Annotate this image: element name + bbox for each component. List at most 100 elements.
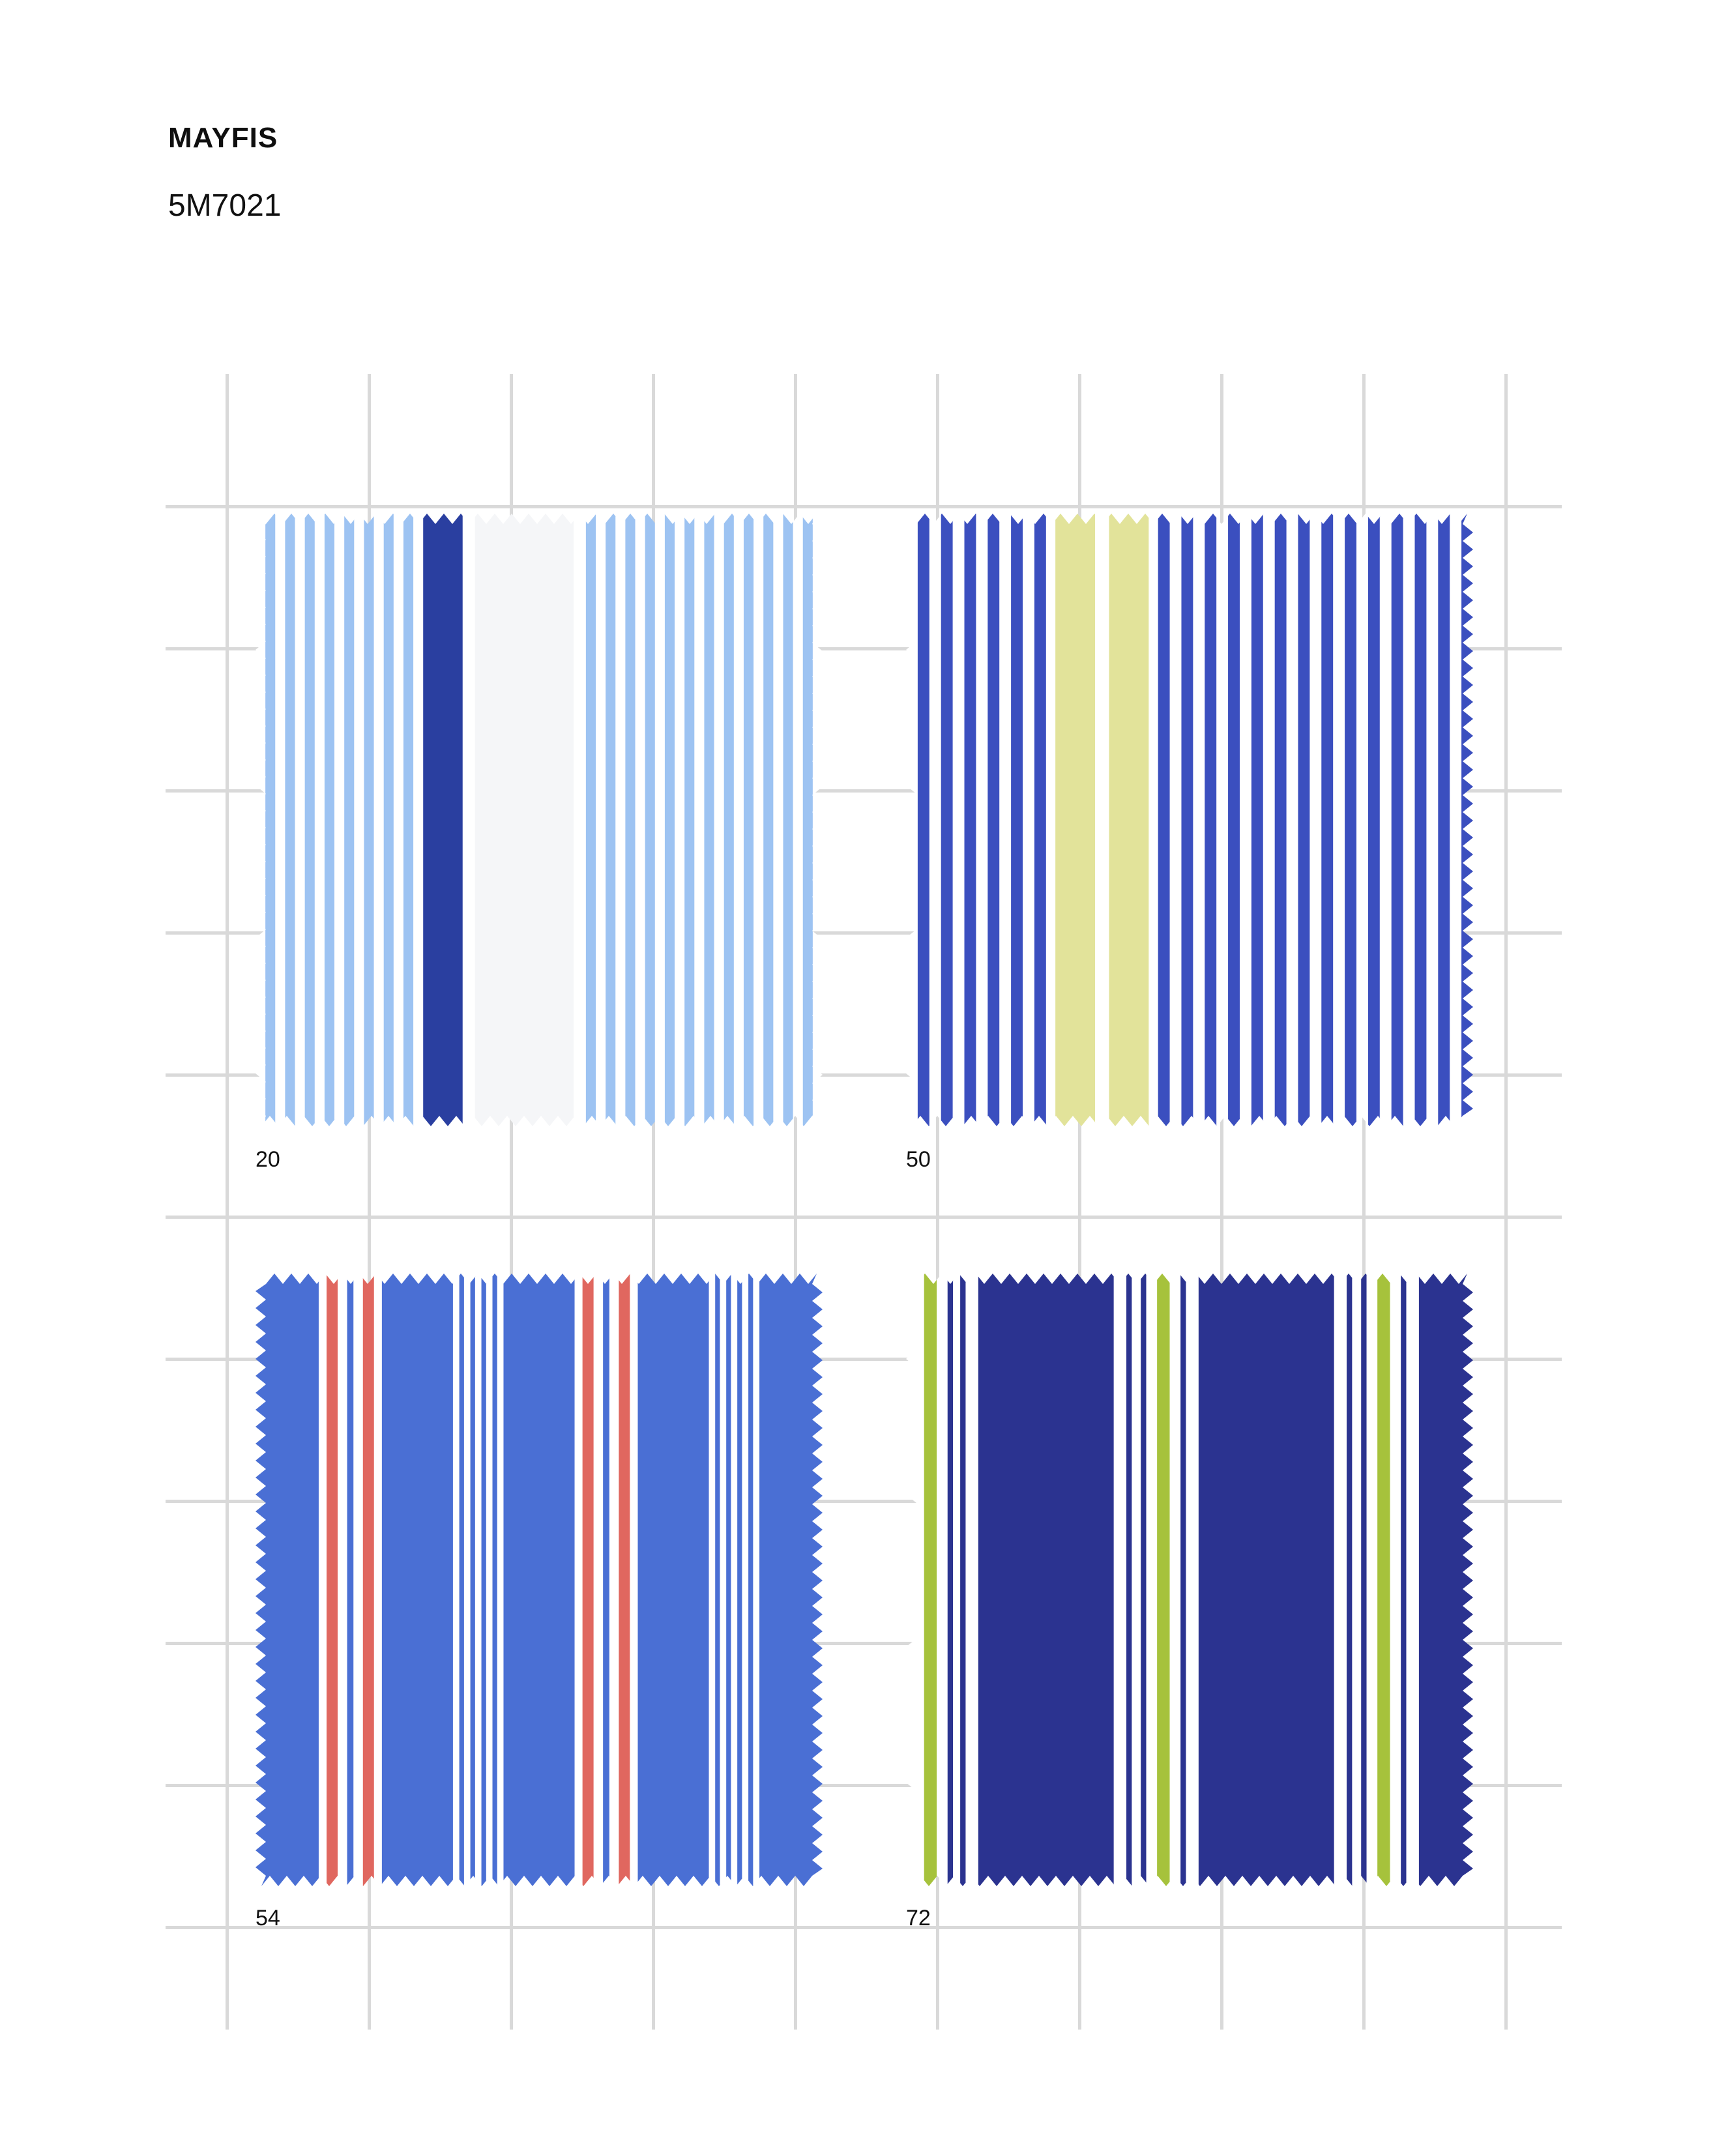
stripe [393,514,404,1126]
stripe [304,514,315,1126]
stripe [924,1274,937,1886]
collection-title: MAYFIS [168,122,278,154]
grid-line [1504,374,1508,2030]
stripe [964,514,977,1126]
stripe [582,1274,594,1886]
stripe [585,514,596,1126]
stripe [1158,514,1171,1126]
stripe [1132,1274,1141,1886]
stripe [615,514,626,1126]
grid-line [166,1216,1562,1219]
fabric-swatch-20[interactable] [256,514,823,1126]
article-code: 5M7021 [168,188,282,223]
stripe [999,514,1012,1126]
stripe [1034,514,1047,1126]
stripe [630,1274,639,1886]
stripe [953,1274,961,1886]
stripe [1011,514,1023,1126]
stripe [1148,514,1159,1126]
fabric-swatch-50[interactable] [906,514,1473,1126]
stripe [603,1274,610,1886]
stripe [987,514,1000,1126]
stripe [1169,1274,1181,1886]
stripe [802,514,813,1126]
fabric-swatch-72[interactable] [906,1274,1473,1886]
stripe [327,1274,338,1886]
stripe [497,1274,505,1886]
stripe [1109,514,1149,1126]
stripe [1274,514,1287,1126]
stripe [470,1274,476,1886]
stripe [1046,514,1056,1126]
fabric-swatch-image [906,1274,1473,1886]
stripe [1228,514,1240,1126]
stripe [929,514,942,1126]
stripe [737,1274,743,1886]
stripe [265,514,276,1126]
fabric-swatch-image [256,1274,823,1886]
stripe [742,1274,749,1886]
stripe [645,514,656,1126]
stripe [773,514,784,1126]
stripe [1146,1274,1158,1886]
stripe [715,1274,721,1886]
stripe [1377,1274,1391,1886]
stripe [492,1274,498,1886]
stripe [664,514,675,1126]
stripe [606,514,616,1126]
stripe [463,1274,471,1886]
stripe [733,514,744,1126]
stripe [952,514,965,1126]
stripe [354,514,365,1126]
stripe [1113,1274,1127,1886]
stripe [1055,514,1096,1126]
stripe [763,514,774,1126]
stripe [675,514,685,1126]
stripe [324,514,335,1126]
stripe [1426,514,1439,1126]
stripe [347,1274,354,1886]
stripe [314,514,325,1126]
stripe [724,514,735,1126]
stripe [338,1274,348,1886]
stripe [783,514,794,1126]
stripe [596,514,606,1126]
stripe [256,1274,319,1886]
stripe [753,1274,760,1886]
stripe [481,1274,487,1886]
stripe [976,514,988,1126]
stripe [1157,1274,1171,1886]
stripe [1334,1274,1347,1886]
stripe [1193,514,1205,1126]
grid-line [166,505,1562,508]
stripe [503,1274,576,1886]
stripe [635,514,646,1126]
stripe [1368,514,1381,1126]
stripe [704,514,715,1126]
stripe [609,1274,619,1886]
stripe [1450,514,1462,1126]
stripe [965,1274,979,1886]
stripe [1181,514,1193,1126]
stripe [812,514,823,1126]
stripe [709,1274,716,1886]
stripe [694,514,705,1126]
stripe [1251,514,1264,1126]
stripe [373,1274,383,1886]
stripe [1239,514,1252,1126]
stripe [1169,514,1182,1126]
stripe [1390,1274,1401,1886]
stripe [720,1274,727,1886]
stripe [1309,514,1322,1126]
stripe [793,514,804,1126]
stripe [459,1274,465,1886]
stripe [917,514,930,1126]
stripe [403,514,414,1126]
stripe [1366,1274,1378,1886]
grid-line [226,374,229,2030]
swatch-label: 72 [906,1906,931,1930]
fabric-swatch-image [906,514,1473,1126]
stripe [1418,1274,1473,1886]
fabric-swatch-54[interactable] [256,1274,823,1886]
stripe [743,514,754,1126]
